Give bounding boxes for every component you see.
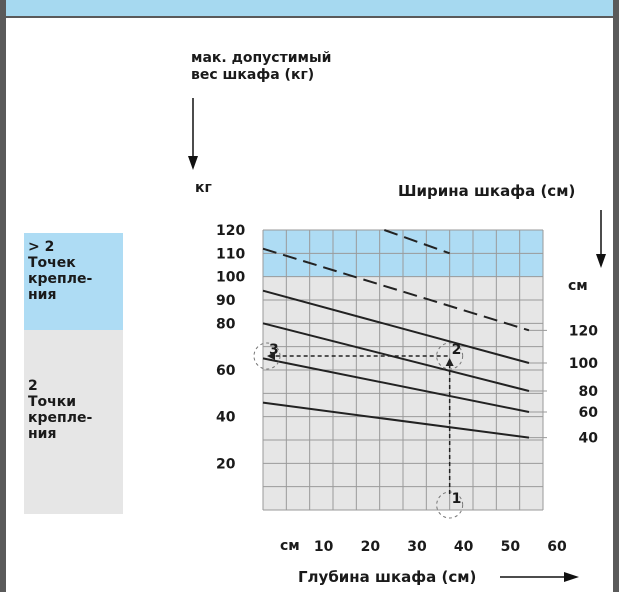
legend-two-points: 2 Точки крепле- ния [24,330,123,514]
y-tick-60: 60 [216,363,236,379]
width-line-2 [262,289,530,364]
example-marker-circle-3 [253,342,281,370]
width-line-5 [262,401,530,439]
example-marker-label-1: 1 [452,491,462,507]
x-tick-50: 50 [501,539,521,555]
example-marker-circle-2 [436,342,464,370]
max-weight-title: мак. допустимый вес шкафа (кг) [191,50,332,83]
example-arrow-up [445,358,454,366]
width-label-100: 100 [569,356,598,372]
width-line-top-dashed [383,229,451,255]
y-tick-100: 100 [216,270,245,286]
x-tick-20: 20 [361,539,381,555]
x-tick-60: 60 [547,539,567,555]
depth-axis-title: Глубина шкафа (см) [298,568,477,586]
x-tick-30: 30 [407,539,427,555]
legend-more-than-two-points: > 2 Точек крепле- ния [24,233,123,330]
width-line-4 [262,357,530,413]
y-tick-120: 120 [216,223,245,239]
width-label-40: 40 [579,431,599,447]
width-label-120: 120 [569,323,598,339]
width-line-1 [262,247,530,332]
kg-unit-label: кг [195,180,212,196]
y-tick-40: 40 [216,410,236,426]
width-axis-title: Ширина шкафа (см) [398,182,576,200]
width-line-3 [262,322,530,392]
y-tick-20: 20 [216,456,236,472]
x-tick-40: 40 [454,539,474,555]
cm-depth-unit-label: см [280,538,300,554]
example-marker-label-2: 2 [452,342,462,358]
width-label-60: 60 [579,405,599,421]
example-marker-label-3: 3 [269,342,279,358]
width-down-arrow-head [596,254,606,268]
cm-width-unit-label: см [568,278,588,294]
width-label-80: 80 [579,384,599,400]
weight-down-arrow-head [188,156,198,170]
y-tick-110: 110 [216,246,245,262]
header-bar [6,0,613,18]
x-tick-10: 10 [314,539,334,555]
example-arrow-left [267,352,275,360]
y-tick-90: 90 [216,293,236,309]
depth-right-arrow-head [564,572,579,582]
y-tick-80: 80 [216,316,236,332]
